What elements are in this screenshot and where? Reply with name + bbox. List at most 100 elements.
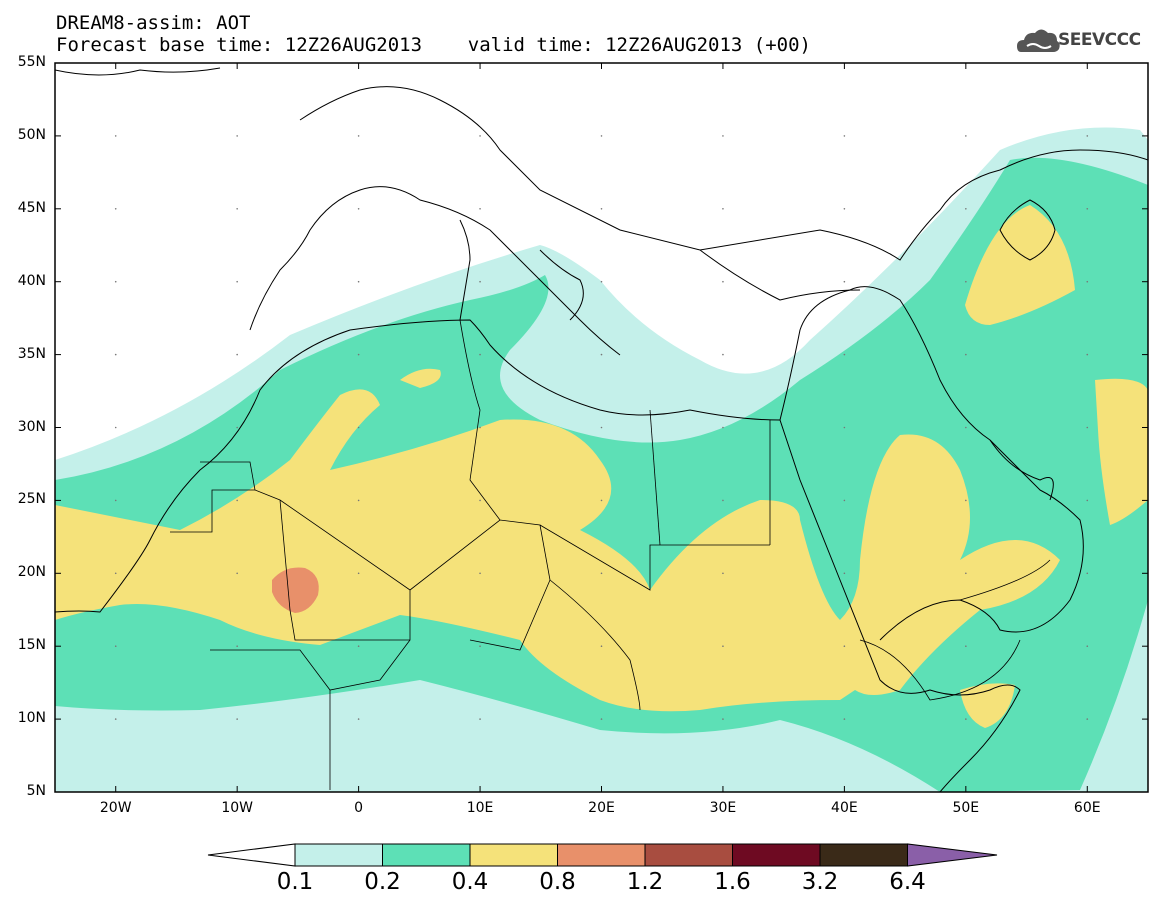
grid-dot: [843, 135, 846, 137]
grid-dot: [114, 499, 117, 502]
grid-dot: [600, 499, 603, 502]
grid-dot: [236, 572, 238, 575]
grid-dot: [114, 208, 117, 210]
lon-label: 60E: [1073, 800, 1101, 816]
forecast-times: Forecast base time: 12Z26AUG2013 valid t…: [56, 34, 811, 56]
grid-dot: [236, 135, 238, 137]
grid-dot: [479, 718, 481, 720]
grid-dot: [236, 353, 238, 356]
grid-dot: [1086, 572, 1089, 575]
grid-dot: [722, 572, 724, 575]
colorbar-label: 1.2: [626, 869, 664, 895]
lat-label: 20N: [17, 564, 46, 581]
grid-dot: [236, 208, 238, 210]
grid-dot: [965, 353, 967, 356]
grid-dot: [722, 718, 724, 720]
colorbar-label: 0.1: [276, 869, 314, 895]
lat-label: 25N: [17, 491, 46, 508]
grid-dot: [965, 135, 967, 137]
colorbar-label: 6.4: [889, 869, 926, 895]
grid-dot: [843, 572, 846, 575]
logo-text: SEEVCCC: [1058, 30, 1141, 50]
grid-dot: [236, 426, 238, 429]
grid-dot: [600, 208, 603, 210]
grid-dot: [357, 645, 360, 647]
grid-dot: [479, 353, 481, 356]
grid-dot: [357, 572, 360, 575]
colorbar-label: 1.6: [714, 869, 751, 895]
grid-dot: [479, 499, 481, 502]
grid-dot: [600, 572, 603, 575]
grid-dot: [357, 426, 360, 429]
grid-dot: [479, 208, 481, 210]
grid-dot: [1086, 353, 1089, 356]
grid-dot: [722, 280, 724, 283]
map-title: DREAM8-assim: AOT: [56, 12, 251, 34]
lon-label: 10W: [221, 800, 253, 816]
grid-dot: [114, 718, 117, 720]
lat-label: 55N: [17, 54, 46, 70]
aot-level-0.4: [55, 205, 1148, 728]
grid-dot: [965, 718, 967, 720]
grid-dot: [843, 499, 846, 502]
grid-dot: [600, 280, 603, 283]
grid-dot: [357, 208, 360, 210]
grid-dot: [114, 353, 117, 356]
coastlines: [55, 67, 1148, 792]
grid-dot: [965, 572, 967, 575]
grid-dot: [843, 426, 846, 429]
grid-dots: [114, 135, 1089, 720]
grid-dot: [1086, 718, 1089, 720]
grid-dot: [600, 353, 603, 356]
colorbar-label: 3.2: [801, 869, 839, 895]
grid-dot: [965, 280, 967, 283]
grid-dot: [1086, 208, 1089, 210]
grid-dot: [236, 645, 238, 647]
grid-dot: [600, 135, 603, 137]
lat-label: 40N: [17, 272, 46, 289]
grid-dot: [114, 280, 117, 283]
lat-label: 5N: [26, 783, 46, 799]
grid-dot: [843, 208, 846, 210]
grid-dot: [722, 499, 724, 502]
lat-label: 50N: [17, 126, 46, 143]
lat-label: 30N: [17, 418, 46, 435]
grid-dot: [1086, 426, 1089, 429]
grid-dot: [600, 645, 603, 647]
lat-label: 45N: [17, 199, 46, 216]
grid-dot: [600, 426, 603, 429]
grid-dot: [1086, 280, 1089, 283]
grid-dot: [479, 426, 481, 429]
grid-dot: [600, 718, 603, 720]
borders: [170, 319, 1051, 790]
colorbar-label: 0.2: [364, 869, 401, 895]
grid-dot: [843, 718, 846, 720]
grid-dot: [114, 426, 117, 429]
grid-dot: [722, 353, 724, 356]
grid-dot: [236, 718, 238, 720]
lon-label: 0: [354, 800, 364, 816]
lon-label: 20W: [99, 800, 132, 816]
grid-dot: [357, 280, 360, 283]
grid-dot: [479, 572, 481, 575]
grid-dot: [843, 353, 846, 356]
colorbar-label: 0.4: [451, 869, 489, 895]
grid-dot: [722, 645, 724, 647]
grid-dot: [965, 426, 967, 429]
grid-dot: [357, 135, 360, 137]
lon-label: 10E: [466, 800, 494, 816]
grid-dot: [1086, 135, 1089, 137]
grid-dot: [722, 135, 724, 137]
colorbar-label: 0.8: [539, 869, 576, 895]
grid-dot: [479, 280, 481, 283]
grid-dot: [236, 280, 238, 283]
lon-label: 50E: [952, 800, 980, 816]
axis-ticks: [55, 62, 1148, 793]
lat-label: 15N: [17, 637, 46, 654]
grid-dot: [965, 499, 967, 502]
grid-dot: [965, 208, 967, 210]
grid-dot: [722, 426, 724, 429]
grid-dot: [357, 499, 360, 502]
grid-dot: [114, 572, 117, 575]
